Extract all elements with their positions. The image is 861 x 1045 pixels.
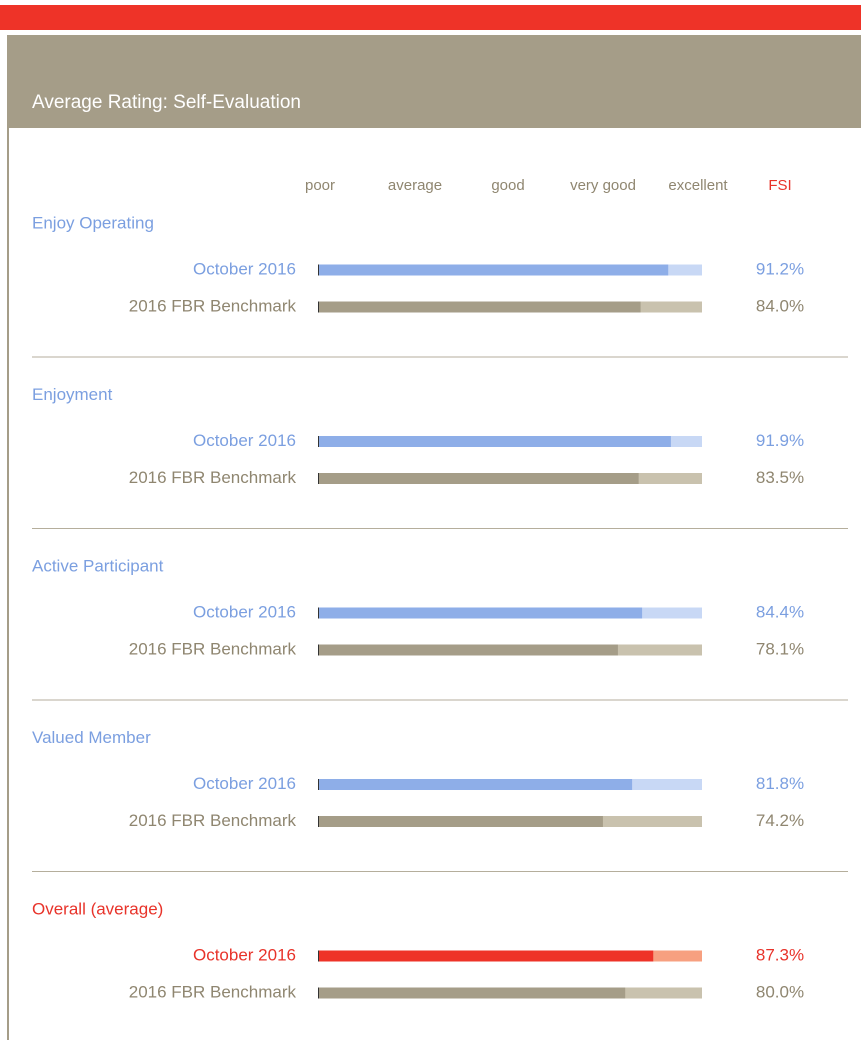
bar <box>318 436 671 447</box>
value-label: 84.4% <box>756 602 804 621</box>
bar-start <box>318 950 319 962</box>
value-label: 91.2% <box>756 259 804 278</box>
bar-start <box>318 264 319 276</box>
row-label: October 2016 <box>193 431 296 450</box>
value-label: 91.9% <box>756 431 804 450</box>
bar-start <box>318 987 319 999</box>
bar <box>318 473 639 484</box>
group-title: Enjoy Operating <box>32 213 154 232</box>
bar-start <box>318 473 319 484</box>
bar-start <box>318 644 319 656</box>
value-label: 84.0% <box>756 296 804 315</box>
row-label: 2016 FBR Benchmark <box>129 639 297 658</box>
row-label: 2016 FBR Benchmark <box>129 296 297 315</box>
bar <box>318 987 626 999</box>
bar <box>318 816 603 827</box>
left-border <box>7 128 9 1040</box>
row-label: 2016 FBR Benchmark <box>129 468 297 487</box>
bar-start <box>318 301 319 313</box>
value-label: 74.2% <box>756 811 804 830</box>
scale-label: good <box>491 177 524 194</box>
bar <box>318 301 641 313</box>
scale-label: average <box>388 177 442 194</box>
row-label: October 2016 <box>193 259 296 278</box>
bar-start <box>318 607 319 619</box>
group-title: Valued Member <box>32 728 151 747</box>
value-label: 83.5% <box>756 468 804 487</box>
bar <box>318 644 618 656</box>
group-title: Overall (average) <box>32 899 163 918</box>
group-title: Enjoyment <box>32 385 113 404</box>
row-label: October 2016 <box>193 945 296 964</box>
row-label: 2016 FBR Benchmark <box>129 811 297 830</box>
group-title: Active Participant <box>32 556 164 575</box>
row-label: 2016 FBR Benchmark <box>129 982 297 1001</box>
scale-label: poor <box>305 177 335 194</box>
row-label: October 2016 <box>193 774 296 793</box>
value-label: 80.0% <box>756 982 804 1001</box>
value-label: 78.1% <box>756 639 804 658</box>
header-title: Average Rating: Self-Evaluation <box>32 92 301 113</box>
bar <box>318 950 654 962</box>
bar-start <box>318 779 319 790</box>
scale-label: excellent <box>668 177 728 194</box>
scale-label: very good <box>570 177 636 194</box>
bar-start <box>318 816 319 827</box>
fsi-label: FSI <box>768 177 791 194</box>
bar <box>318 264 669 276</box>
bar-start <box>318 436 319 447</box>
bar <box>318 779 633 790</box>
value-label: 87.3% <box>756 945 804 964</box>
header-bar <box>7 35 861 128</box>
row-label: October 2016 <box>193 602 296 621</box>
value-label: 81.8% <box>756 774 804 793</box>
top-banner <box>0 5 861 30</box>
bar <box>318 607 643 619</box>
